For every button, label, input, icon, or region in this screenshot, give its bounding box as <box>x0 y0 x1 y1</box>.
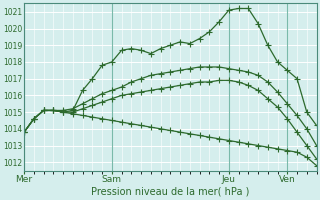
X-axis label: Pression niveau de la mer( hPa ): Pression niveau de la mer( hPa ) <box>91 187 250 197</box>
